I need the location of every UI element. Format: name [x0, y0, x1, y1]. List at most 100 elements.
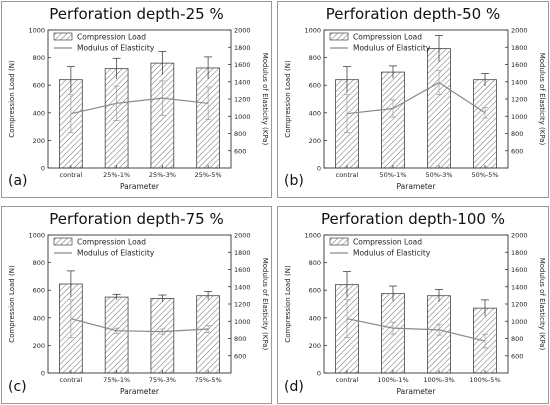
x-tick-label: 75%-3%: [149, 376, 176, 384]
y-tick-label: 400: [33, 314, 45, 322]
y2-tick-label: 1400: [234, 283, 251, 291]
y2-tick-label: 800: [234, 130, 246, 138]
y2-tick-label: 1400: [511, 283, 528, 291]
y-tick-label: 600: [33, 287, 45, 295]
y-tick-label: 0: [317, 165, 321, 173]
y-tick-label: 1000: [304, 232, 321, 240]
bar: [427, 48, 451, 169]
x-tick-label: 75%-5%: [195, 376, 222, 384]
chart-panel-b: 0 200 400 600 800 1000 600 800 1000 1200 1400 1600 1…: [277, 1, 549, 198]
series-line-modulus: [346, 81, 486, 115]
legend-label: Compression Load: [77, 33, 146, 42]
y-tick-label: 800: [309, 54, 321, 62]
y-tick-label: 400: [309, 109, 321, 117]
y-tick-label: 800: [33, 259, 45, 267]
chart-panel-d: 0 200 400 600 800 1000 600 800 1000 1200 1400 1600 1…: [277, 206, 549, 404]
y-axis-title: Compression Load (N): [8, 265, 16, 343]
y-tick-label: 200: [309, 137, 321, 145]
y-tick-label: 600: [309, 82, 321, 90]
x-tick-label: 50%-3%: [425, 171, 452, 179]
x-tick-label: 25%-1%: [103, 171, 130, 179]
y2-tick-label: 2000: [234, 232, 251, 240]
y-tick-label: 600: [33, 82, 45, 90]
bar: [196, 295, 220, 374]
chart-title: Perforation depth-50 %: [325, 5, 501, 23]
legend-swatch-bar: [53, 32, 73, 41]
y-tick-label: 800: [33, 54, 45, 62]
legend-label: Compression Load: [353, 33, 422, 42]
y2-tick-label: 1600: [234, 61, 251, 69]
x-tick-label: 25%-3%: [149, 171, 176, 179]
legend-label: Modulus of Elasticity: [353, 249, 431, 258]
legend-swatch-bar: [329, 32, 349, 41]
y-tick-label: 0: [41, 165, 45, 173]
y-tick-label: 800: [309, 259, 321, 267]
series-line-modulus: [346, 318, 486, 342]
bar: [473, 79, 497, 169]
y2-tick-label: 1000: [511, 113, 528, 121]
panel-label: (a): [8, 173, 28, 189]
chart-d-svg: 0 200 400 600 800 1000 600 800 1000 1200 1400 1600 1…: [284, 232, 546, 397]
y-tick-label: 600: [309, 287, 321, 295]
x-tick-label: contral: [336, 376, 359, 384]
x-tick-label: 25%-5%: [195, 171, 222, 179]
y2-tick-label: 1200: [511, 301, 528, 309]
y2-tick-label: 1800: [234, 44, 251, 52]
y2-tick-label: 1400: [511, 78, 528, 86]
panel-label: (b): [284, 173, 304, 189]
x-tick-label: 75%-1%: [103, 376, 130, 384]
bar: [150, 298, 175, 374]
legend-label: Compression Load: [353, 238, 422, 247]
y2-tick-label: 1000: [511, 318, 528, 326]
y2-tick-label: 1800: [511, 249, 528, 257]
x-tick-label: 50%-5%: [471, 171, 498, 179]
panel-label: (d): [284, 379, 304, 395]
chart-panel-a: 0 200 400 600 800 1000 600 800 1000 1200 1400 1600 1…: [1, 1, 272, 198]
y2-tick-label: 2000: [234, 27, 251, 35]
y-tick-label: 1000: [28, 232, 45, 240]
legend-swatch-bar: [53, 237, 73, 246]
legend-label: Compression Load: [77, 238, 146, 247]
chart-title: Perforation depth-75 %: [49, 210, 224, 228]
x-tick-label: contral: [336, 171, 359, 179]
y2-tick-label: 1000: [234, 318, 251, 326]
y-tick-label: 200: [33, 137, 45, 145]
y2-tick-label: 1000: [234, 113, 251, 121]
x-axis-title: Parameter: [396, 387, 436, 396]
y-tick-label: 1000: [28, 27, 45, 35]
chart-title: Perforation depth-100 %: [321, 210, 505, 228]
x-axis-title: Parameter: [396, 182, 436, 191]
y2-tick-label: 1400: [234, 78, 251, 86]
y2-tick-label: 600: [511, 147, 523, 155]
chart-title: Perforation depth-25 %: [49, 5, 224, 23]
bar: [104, 296, 129, 374]
y-tick-label: 0: [41, 370, 45, 378]
y-tick-label: 0: [317, 370, 321, 378]
y-tick-label: 400: [33, 109, 45, 117]
legend-label: Modulus of Elasticity: [77, 249, 155, 258]
y2-axis-title: Modulus of Elasticity (KPa): [261, 258, 269, 351]
chart-panel-c: 0 200 400 600 800 1000 600 800 1000 1200 1400 1600 1…: [1, 206, 272, 404]
y2-tick-label: 1200: [511, 96, 528, 104]
bar: [381, 71, 405, 169]
legend-label: Modulus of Elasticity: [77, 44, 155, 53]
legend-label: Modulus of Elasticity: [353, 44, 431, 53]
series-line-modulus: [70, 318, 209, 333]
x-tick-label: 100%-1%: [377, 376, 408, 384]
y2-tick-label: 2000: [511, 232, 528, 240]
y2-axis-title: Modulus of Elasticity (KPa): [538, 53, 546, 146]
y2-tick-label: 1600: [511, 266, 528, 274]
y2-axis-title: Modulus of Elasticity (KPa): [538, 258, 546, 351]
y2-tick-label: 1200: [234, 96, 251, 104]
series-line-modulus: [70, 97, 209, 115]
y-axis-title: Compression Load (N): [284, 265, 292, 343]
y2-tick-label: 600: [234, 147, 246, 155]
x-tick-label: 100%-5%: [469, 376, 500, 384]
panel-label: (c): [8, 379, 27, 395]
y-tick-label: 1000: [304, 27, 321, 35]
y2-tick-label: 800: [511, 335, 523, 343]
x-tick-label: 50%-1%: [379, 171, 406, 179]
y2-axis-title: Modulus of Elasticity (KPa): [261, 53, 269, 146]
x-tick-label: contral: [60, 171, 83, 179]
x-tick-label: contral: [60, 376, 83, 384]
